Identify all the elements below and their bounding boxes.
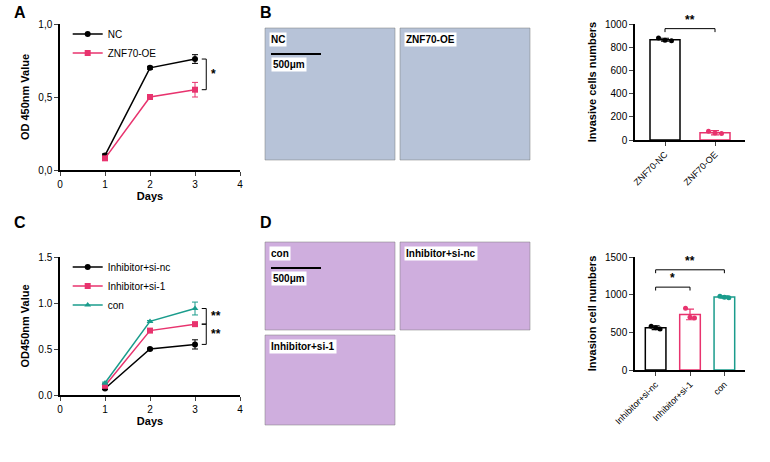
svg-text:*: * (670, 271, 675, 285)
svg-text:1.5: 1.5 (38, 252, 52, 263)
svg-text:0,5: 0,5 (38, 92, 52, 103)
svg-text:Invasive cells numbers: Invasive cells numbers (586, 22, 598, 142)
svg-text:2: 2 (147, 404, 153, 415)
svg-text:3: 3 (192, 179, 198, 190)
svg-text:1000: 1000 (605, 19, 628, 30)
svg-text:con: con (271, 248, 289, 259)
svg-text:1: 1 (102, 404, 108, 415)
svg-text:Inhibitor+si-nc: Inhibitor+si-nc (108, 262, 171, 273)
svg-text:*: * (211, 67, 216, 81)
svg-text:**: ** (685, 13, 695, 27)
svg-text:C: C (14, 214, 26, 231)
svg-text:1500: 1500 (605, 252, 628, 263)
svg-text:0: 0 (57, 179, 63, 190)
svg-text:4: 4 (237, 404, 243, 415)
svg-text:500μm: 500μm (273, 273, 305, 284)
svg-text:500μm: 500μm (273, 59, 305, 70)
svg-text:ZNF70-OE: ZNF70-OE (406, 34, 455, 45)
svg-text:NC: NC (271, 34, 285, 45)
svg-text:**: ** (211, 309, 221, 323)
svg-text:4: 4 (237, 179, 243, 190)
svg-text:**: ** (685, 254, 695, 268)
svg-text:2: 2 (147, 179, 153, 190)
svg-text:400: 400 (611, 88, 628, 99)
svg-text:Inhibitor+si-1: Inhibitor+si-1 (271, 341, 335, 352)
svg-text:1: 1 (102, 179, 108, 190)
svg-text:0: 0 (57, 404, 63, 415)
svg-text:D: D (260, 214, 272, 231)
svg-text:1.0: 1.0 (38, 298, 52, 309)
svg-text:NC: NC (108, 29, 122, 40)
svg-text:0: 0 (622, 135, 628, 146)
svg-text:con: con (712, 380, 729, 397)
svg-text:con: con (108, 300, 124, 311)
svg-text:OD 450nm Value: OD 450nm Value (19, 54, 31, 140)
svg-text:0,0: 0,0 (38, 165, 52, 176)
svg-text:A: A (14, 4, 26, 21)
svg-text:Days: Days (137, 190, 163, 202)
svg-text:200: 200 (611, 111, 628, 122)
svg-text:Inhibitor+si-1: Inhibitor+si-1 (108, 281, 166, 292)
svg-text:800: 800 (611, 42, 628, 53)
svg-text:0.5: 0.5 (38, 344, 52, 355)
svg-text:Inhibitor+si-nc: Inhibitor+si-nc (406, 248, 476, 259)
svg-text:B: B (260, 4, 272, 21)
svg-text:ZNF70-NC: ZNF70-NC (632, 149, 670, 187)
svg-text:3: 3 (192, 404, 198, 415)
svg-text:ZNF70-OE: ZNF70-OE (682, 150, 720, 188)
svg-text:OD450nm Value: OD450nm Value (19, 284, 31, 367)
svg-text:0: 0 (622, 365, 628, 376)
svg-text:Invasion cell numbers: Invasion cell numbers (586, 256, 598, 372)
svg-text:Inhibitor+si-1: Inhibitor+si-1 (651, 380, 695, 424)
svg-text:1000: 1000 (605, 289, 628, 300)
svg-text:Inhibitor+si-nc: Inhibitor+si-nc (613, 379, 660, 426)
svg-text:Days: Days (137, 415, 163, 427)
svg-text:1,0: 1,0 (38, 19, 52, 30)
svg-text:**: ** (211, 327, 221, 341)
svg-text:600: 600 (611, 65, 628, 76)
svg-text:ZNF70-OE: ZNF70-OE (108, 48, 157, 59)
svg-text:500: 500 (611, 327, 628, 338)
svg-text:0.0: 0.0 (38, 390, 52, 401)
